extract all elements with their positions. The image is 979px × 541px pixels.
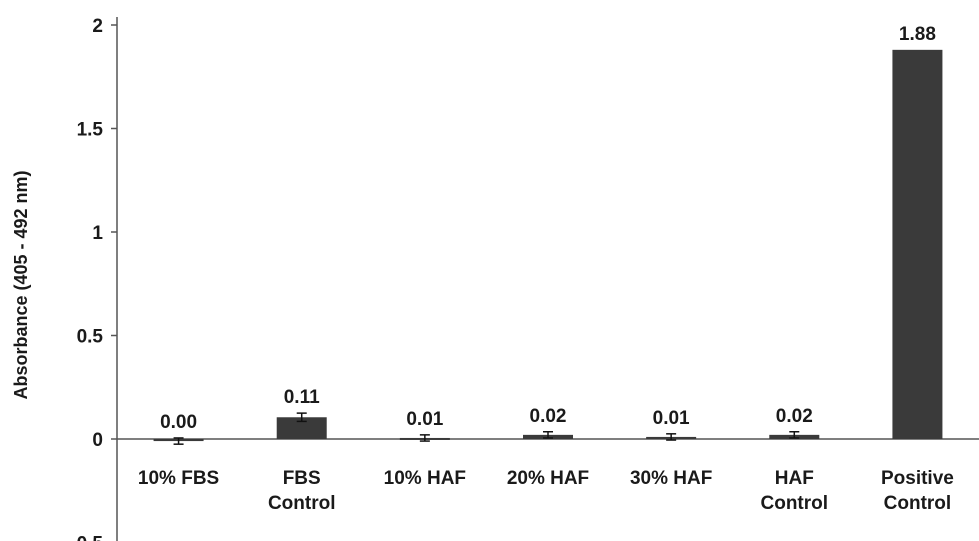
category-label-line: 10% FBS	[138, 468, 219, 489]
category-label-line: Control	[884, 493, 952, 514]
data-labels: 0.00 0.11 0.01 0.02 0.01 0.02 1.88	[160, 24, 936, 433]
category-label: 10% HAF	[384, 468, 466, 489]
bar	[276, 417, 327, 439]
category-label-line: HAF	[775, 468, 814, 489]
y-ticks: 2 1.5 1 0.5 0 0.5	[77, 16, 117, 541]
y-axis-label-group: Absorbance (405 - 492 nm)	[11, 170, 31, 399]
y-tick-label: 0.5	[77, 534, 104, 541]
category-label: FBS Control	[268, 468, 336, 514]
category-label-line: Positive	[881, 468, 954, 489]
data-label: 0.11	[284, 387, 320, 408]
category-label-line: 20% HAF	[507, 468, 589, 489]
bar	[892, 49, 943, 440]
y-tick-label: 1	[92, 223, 103, 244]
data-label: 0.01	[653, 408, 690, 429]
y-tick-label: 2	[92, 16, 103, 37]
category-label-line: 30% HAF	[630, 468, 712, 489]
y-tick-label: 0.5	[77, 327, 104, 348]
category-label: 30% HAF	[630, 468, 712, 489]
data-label: 1.88	[899, 24, 936, 45]
y-tick-label: 0	[92, 430, 103, 451]
category-label-line: 10% HAF	[384, 468, 466, 489]
error-bars	[173, 412, 800, 445]
y-tick-label: 1.5	[77, 120, 104, 141]
category-labels: 10% FBS FBS Control 10% HAF 20% HAF 30% HAF HA…	[138, 468, 954, 514]
data-label: 0.02	[530, 406, 567, 427]
category-label-line: FBS	[283, 468, 321, 489]
data-label: 0.00	[160, 412, 197, 433]
category-label: Positive Control	[881, 468, 954, 514]
axes	[116, 17, 979, 541]
data-label: 0.01	[406, 409, 443, 430]
category-label: HAF Control	[761, 468, 829, 514]
category-label: 10% FBS	[138, 468, 219, 489]
category-label-line: Control	[268, 493, 336, 514]
category-label: 20% HAF	[507, 468, 589, 489]
y-axis-label: Absorbance (405 - 492 nm)	[11, 170, 31, 399]
category-label-line: Control	[761, 493, 829, 514]
data-label: 0.02	[776, 406, 813, 427]
bars	[153, 49, 943, 442]
